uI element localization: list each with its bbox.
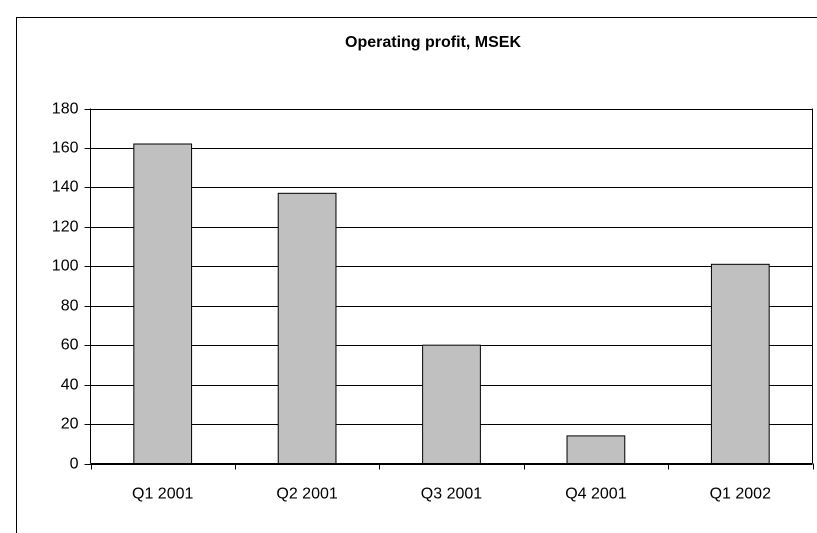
chart-title: Operating profit, MSEK [345, 34, 521, 51]
y-tick-label: 160 [52, 140, 79, 157]
y-tick-label: 120 [52, 219, 79, 236]
y-tick-label: 100 [52, 258, 79, 275]
bar [566, 435, 626, 464]
bar [277, 192, 337, 465]
x-tick-label: Q4 2001 [565, 486, 626, 503]
x-tick-label: Q2 2001 [276, 486, 337, 503]
bar [133, 143, 193, 464]
bar [422, 344, 481, 464]
x-tick-label: Q1 2001 [132, 486, 193, 503]
bar [710, 263, 770, 464]
x-tick-label: Q3 2001 [421, 486, 482, 503]
y-tick-label: 80 [61, 298, 79, 315]
y-tick-label: 0 [70, 456, 79, 473]
y-tick-label: 60 [61, 337, 79, 354]
x-tick-label: Q1 2002 [710, 486, 771, 503]
y-tick-label: 140 [52, 179, 79, 196]
y-tick-label: 20 [61, 416, 79, 433]
y-tick-label: 40 [61, 377, 79, 394]
y-tick-label: 180 [52, 101, 79, 118]
